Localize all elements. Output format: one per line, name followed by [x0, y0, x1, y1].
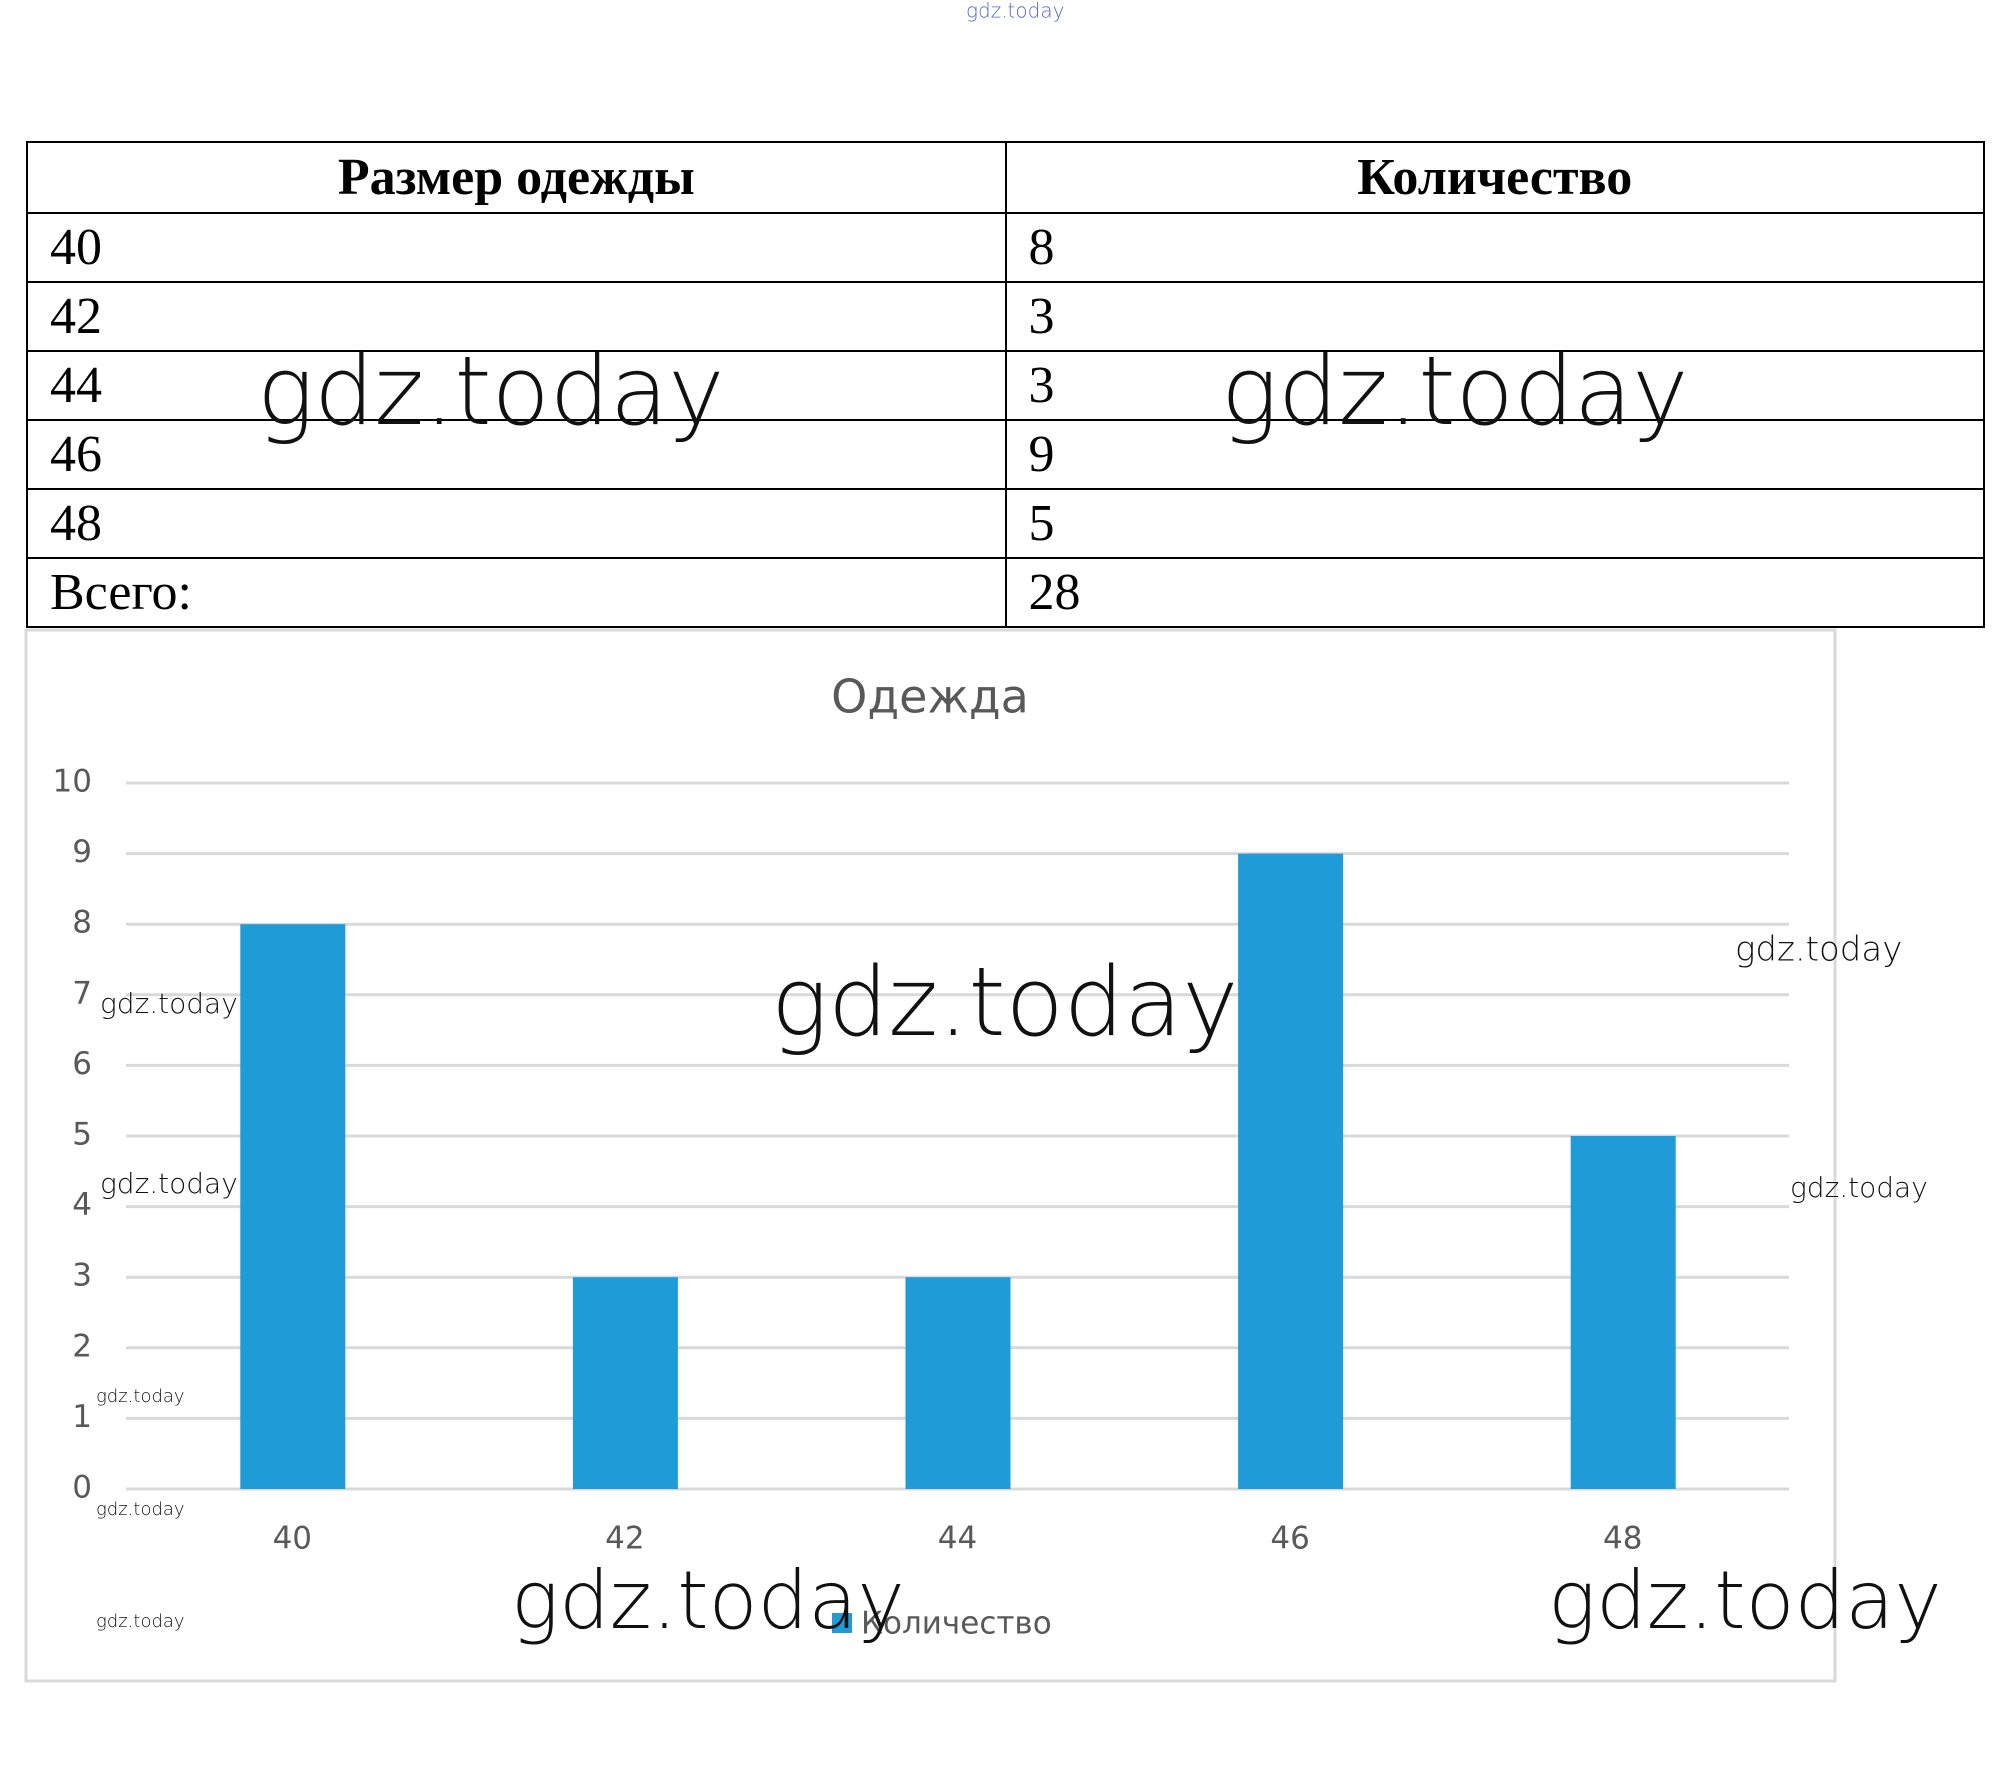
watermark: gdz.today: [96, 1611, 185, 1632]
y-tick-label: 0: [72, 1470, 92, 1506]
table-cell: 48: [26, 488, 1007, 559]
watermark: gdz.today: [257, 337, 725, 447]
watermark: gdz.today: [1790, 1171, 1928, 1204]
watermark: gdz.today: [771, 948, 1239, 1058]
table-row: 40 8: [26, 212, 1985, 283]
legend-label: Количество: [861, 1606, 1052, 1642]
watermark: gdz.today: [96, 1386, 185, 1407]
bar: [240, 924, 346, 1489]
x-tick-label: 40: [273, 1521, 312, 1557]
y-tick-label: 6: [72, 1046, 92, 1082]
x-tick-label: 42: [605, 1521, 644, 1557]
table-cell: 9: [1004, 419, 1985, 490]
watermark: gdz.today: [1221, 337, 1689, 447]
watermark: gdz.today: [511, 1554, 905, 1647]
bar: [1238, 853, 1344, 1489]
data-table: Размер одежды Количество 40 8 42 3 44 3 46 9 48 5 Вс…: [26, 141, 1985, 628]
table-cell: 3: [1004, 350, 1985, 421]
table-cell: 5: [1004, 488, 1985, 559]
y-tick-label: 3: [72, 1258, 92, 1294]
table-cell: Всего:: [26, 557, 1007, 628]
watermark: gdz.today: [100, 1167, 238, 1200]
y-tick-label: 1: [72, 1399, 92, 1435]
header-cell: Размер одежды: [26, 141, 1007, 214]
y-tick-label: 4: [72, 1187, 92, 1223]
table-row: Всего: 28: [26, 557, 1985, 628]
table-cell: 42: [26, 281, 1007, 352]
chart-title: Одежда: [831, 670, 1029, 724]
table-cell: 46: [26, 419, 1007, 490]
table-cell: 44: [26, 350, 1007, 421]
watermark: gdz.today: [100, 987, 238, 1020]
table-row: 42 3: [26, 281, 1985, 352]
y-tick-label: 7: [72, 975, 92, 1011]
y-tick-label: 2: [72, 1328, 92, 1364]
bar: [1570, 1136, 1676, 1489]
x-tick-label: 48: [1603, 1521, 1642, 1557]
header-row: Размер одежды Количество: [26, 141, 1985, 214]
table-row: 46 9: [26, 419, 1985, 490]
y-tick-label: 9: [72, 834, 92, 870]
x-tick-label: 44: [938, 1521, 977, 1557]
y-tick-label: 10: [53, 764, 92, 800]
watermark: gdz.today: [966, 0, 1064, 23]
header-cell: Количество: [1004, 141, 1985, 214]
table-row: 44 3: [26, 350, 1985, 421]
table-cell: 28: [1004, 557, 1985, 628]
watermark: gdz.today: [96, 1499, 185, 1520]
legend-swatch: [832, 1613, 852, 1633]
watermark: gdz.today: [1735, 930, 1902, 970]
y-tick-label: 8: [72, 905, 92, 941]
table-cell: 40: [26, 212, 1007, 283]
table-cell: 8: [1004, 212, 1985, 283]
table-cell: 3: [1004, 281, 1985, 352]
watermark: gdz.today: [1548, 1554, 1942, 1647]
bar: [905, 1277, 1011, 1489]
y-tick-label: 5: [72, 1117, 92, 1153]
bar: [572, 1277, 678, 1489]
table-row: 48 5: [26, 488, 1985, 559]
x-tick-label: 46: [1270, 1521, 1309, 1557]
